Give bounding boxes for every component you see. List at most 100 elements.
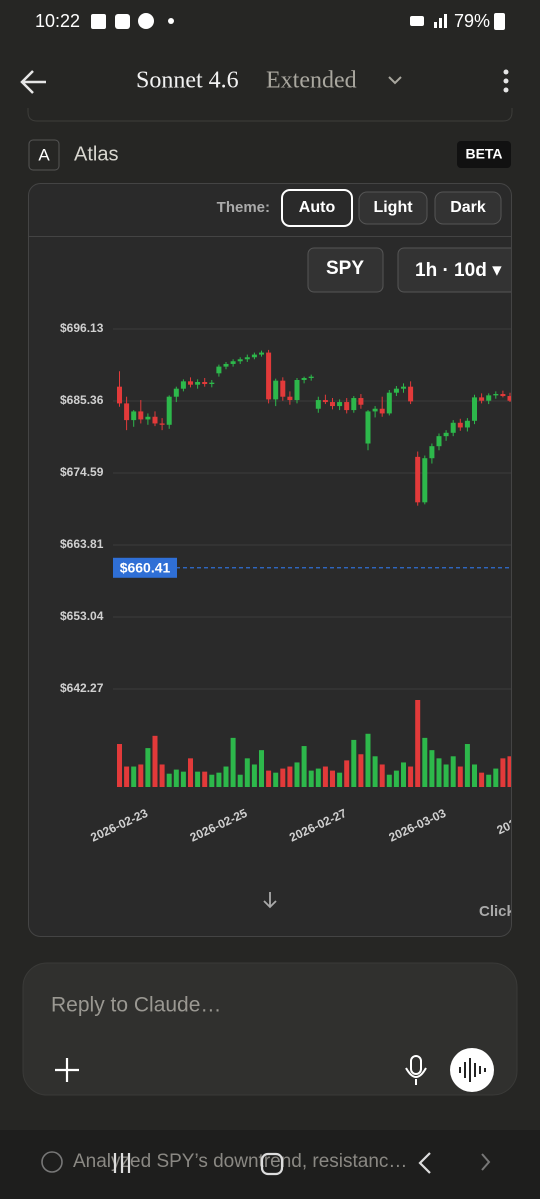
candle-body [479,397,485,401]
candle-body [152,416,158,424]
volume-bar [443,764,449,787]
candle-body [393,388,399,393]
volume-bar [152,735,158,787]
symbol-button[interactable] [307,247,384,293]
volume-bar [202,771,208,787]
theme-light-button[interactable] [358,191,428,225]
model-name[interactable]: Sonnet 4.6 [136,68,239,94]
candle-body [372,408,378,412]
volume-bar [500,758,506,787]
volume-bar [493,768,499,787]
candle-body [507,396,511,401]
interval-dropdown[interactable] [397,247,528,293]
volume-bar [436,758,442,787]
volume-bar [266,770,272,787]
candle-body [251,354,257,358]
volume-bar [244,758,250,787]
candle-body [351,398,357,411]
theme-dark-button[interactable] [434,191,502,225]
interval[interactable]: 1h · 10d ▾ [415,260,502,281]
artifact-icon-box [28,139,60,171]
y-tick-label: $674.59 [60,465,104,479]
volume-bar [358,754,364,787]
candle-body [223,363,229,367]
volume-bar [344,760,350,787]
volume-bar [287,766,293,787]
candle-body [287,396,293,401]
previous-card-edge [27,108,513,122]
candle-body [344,402,350,411]
artifact-icon: A [38,145,50,164]
candle-body [273,380,279,400]
volume-bar [117,744,122,787]
volume-bar [259,750,264,787]
volume-bar [422,737,428,787]
candle-body [138,411,144,420]
candle-body [386,392,392,414]
candle-body [436,436,442,447]
bottom-hint[interactable]: Analyzed SPY’s downtrend, resistanc… [73,1151,407,1172]
composer-input[interactable]: Reply to Claude… [51,994,221,1017]
candle-body [195,382,201,385]
status-icons [91,13,505,30]
price-label-bg [113,557,177,578]
candle-body [493,394,499,396]
volume-bar [301,746,307,787]
volume-bar [457,766,463,787]
candle-body [486,395,492,401]
candle-body [401,386,406,389]
volume-bar [351,739,357,787]
volume-bar [159,764,165,787]
candle-body [188,381,193,385]
candle-body [422,458,428,503]
symbol[interactable]: SPY [326,258,364,279]
volume-bar [237,774,243,787]
mic-button[interactable] [405,1055,427,1085]
theme-auto[interactable]: Auto [299,199,336,216]
candle-body [280,380,286,397]
volume-bar [401,762,406,787]
add-button[interactable] [55,1058,79,1082]
candle-body [259,352,264,355]
candle-body [308,376,314,378]
artifact-name[interactable]: Atlas [74,143,118,165]
volume-bar [209,774,215,787]
composer [22,962,518,1096]
y-tick-label: $696.13 [60,321,104,335]
menu-button[interactable] [503,69,509,93]
status-battery: 79% [454,11,490,31]
nav-bar[interactable] [113,1152,431,1176]
theme-auto-button[interactable] [281,189,353,227]
candle-body [500,394,506,397]
back-button[interactable] [20,70,46,94]
bottom-bar [0,1130,540,1199]
volume-bar [472,764,477,787]
model-chevron[interactable] [388,76,402,85]
candle-body [131,411,137,421]
volume-bar [124,766,130,787]
volume-bar [322,766,328,787]
chart-card [28,183,512,937]
hint-chevron[interactable] [481,1153,491,1171]
theme-dark[interactable]: Dark [450,199,486,216]
volume-bar [251,764,257,787]
volume-bar [464,744,470,787]
candle-body [472,397,477,421]
volume-bar [379,764,385,787]
voice-icon [459,1058,486,1082]
volume-bar [195,771,201,787]
volume-bar [294,762,300,787]
theme-light[interactable]: Light [373,199,413,216]
volume-bar [372,756,378,787]
volume-bar [216,772,222,787]
scroll-down-arrow[interactable] [263,892,277,909]
volume-bar [180,771,186,787]
volume-bar [450,756,456,787]
volume-bar [230,737,236,787]
model-mode[interactable]: Extended [266,68,357,94]
voice-button[interactable] [450,1048,494,1092]
candle-body [358,398,364,405]
volume-bar [337,772,343,787]
candle-body [379,408,385,414]
